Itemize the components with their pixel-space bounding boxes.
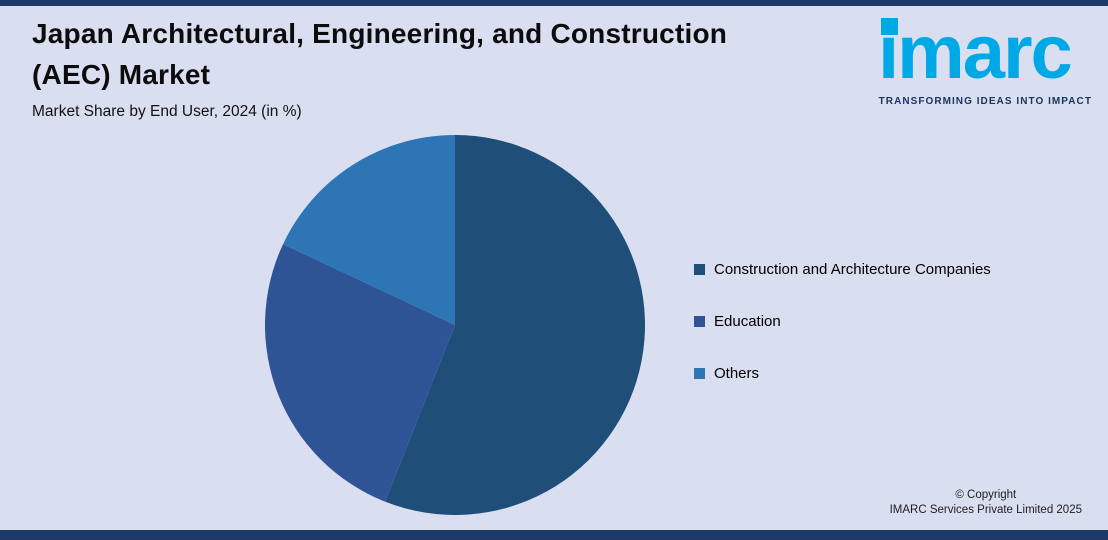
copyright-line1: © Copyright (955, 488, 1017, 501)
page-title-line1: Japan Architectural, Engineering, and Co… (32, 18, 728, 49)
legend-label: Education (714, 313, 781, 330)
top-border-bar (0, 0, 1108, 6)
pie-chart-area (265, 135, 645, 515)
logo-tagline: TRANSFORMING IDEAS INTO IMPACT (878, 96, 1092, 107)
legend-swatch (694, 368, 705, 379)
legend-item: Others (694, 365, 991, 382)
header: Japan Architectural, Engineering, and Co… (32, 14, 727, 121)
legend-label: Construction and Architecture Companies (714, 261, 991, 278)
bottom-border-bar (0, 530, 1108, 540)
copyright: © Copyright IMARC Services Private Limit… (890, 488, 1082, 518)
legend-item: Construction and Architecture Companies (694, 261, 991, 278)
legend-swatch (694, 316, 705, 327)
chart-subtitle: Market Share by End User, 2024 (in %) (32, 103, 302, 121)
legend-item: Education (694, 313, 991, 330)
page-title-line2: (AEC) Market (32, 58, 211, 90)
logo-i-dot-square (881, 18, 898, 35)
legend-label: Others (714, 365, 760, 382)
legend-swatch (694, 264, 705, 275)
page-title: Japan Architectural, Engineering, and Co… (32, 14, 727, 95)
copyright-line2: IMARC Services Private Limited 2025 (889, 503, 1082, 516)
pie-slice-2 (265, 244, 455, 502)
pie-chart (265, 135, 645, 515)
pie-slice-3 (283, 135, 455, 325)
pie-slice-1 (385, 135, 645, 515)
legend: Construction and Architecture Companies … (694, 261, 991, 382)
imarc-logo: ımarc TRANSFORMING IDEAS INTO IMPACT (878, 12, 1092, 108)
logo-wordmark: ımarc (878, 12, 1092, 94)
logo-text: ımarc (878, 10, 1073, 95)
